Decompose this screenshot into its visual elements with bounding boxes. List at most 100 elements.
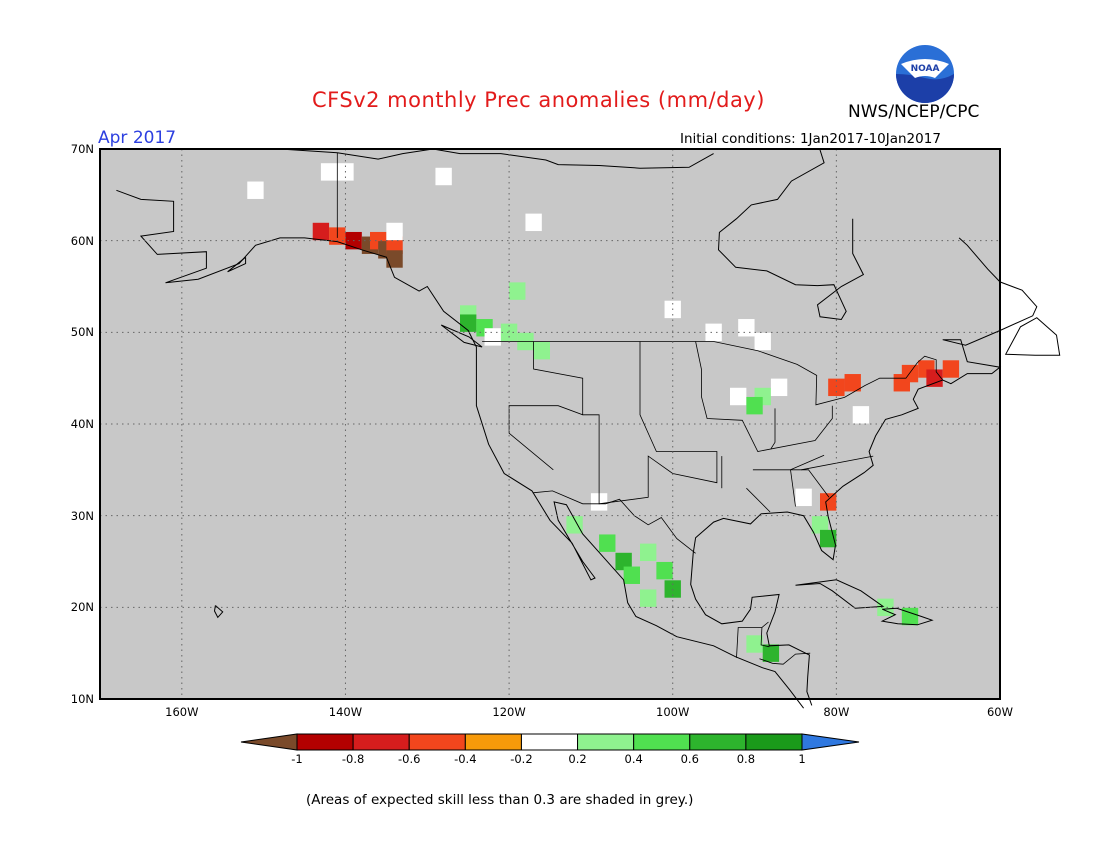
anomaly-cell — [746, 635, 763, 653]
colorbar-segment — [464, 733, 522, 751]
political-border — [482, 341, 944, 406]
anomaly-cell — [820, 493, 837, 511]
coastline — [690, 237, 1038, 706]
longitude-label: 60W — [986, 705, 1013, 719]
anomaly-cell — [730, 387, 747, 406]
political-border — [790, 454, 825, 507]
anomaly-cell — [762, 644, 780, 662]
anomaly-cell — [640, 589, 657, 607]
colorbar-label: -0.8 — [341, 752, 365, 766]
anomaly-cell — [312, 222, 330, 241]
colorbar-label: 0.4 — [624, 752, 643, 766]
skill-note: (Areas of expected skill less than 0.3 a… — [306, 792, 694, 808]
colorbar-label: -0.6 — [397, 752, 421, 766]
colorbar-segment — [520, 733, 579, 751]
political-border — [760, 627, 770, 648]
colorbar-low-arrow — [240, 733, 298, 751]
colorbar-label: 0.6 — [680, 752, 699, 766]
political-border — [801, 469, 830, 498]
forecast-month: Apr 2017 — [98, 128, 177, 148]
agency-label: NWS/NCEP/CPC — [848, 102, 980, 122]
anomaly-cells — [247, 163, 960, 662]
political-border — [532, 490, 696, 554]
anomaly-cell — [525, 213, 542, 232]
noaa-logo-text: NOAA — [911, 64, 940, 74]
anomaly-cell — [770, 378, 788, 397]
longitude-label: 80W — [823, 705, 850, 719]
anomaly-cell — [754, 332, 771, 351]
anomaly-cell — [844, 374, 861, 392]
colorbar-segment — [577, 733, 635, 751]
map-title: CFSv2 monthly Prec anomalies (mm/day) — [312, 88, 765, 112]
political-border — [508, 341, 584, 471]
anomaly-cell — [656, 561, 673, 580]
coastline — [440, 324, 483, 348]
colorbar-label: -1 — [291, 752, 303, 766]
map-frame — [99, 148, 1001, 700]
longitude-label: 140W — [328, 705, 363, 719]
political-border — [770, 408, 776, 450]
latitude-label: 40N — [70, 417, 94, 431]
anomaly-cell — [811, 516, 829, 534]
anomaly-cell — [828, 378, 845, 397]
coastline — [227, 256, 247, 273]
anomaly-cell — [386, 222, 403, 241]
anomaly-cell — [746, 396, 763, 415]
anomaly-cell — [705, 323, 722, 342]
anomaly-cell — [484, 328, 501, 346]
coastline — [213, 605, 224, 619]
coastline — [880, 607, 934, 626]
colorbar-segment — [296, 733, 354, 751]
anomaly-cell — [566, 516, 583, 534]
anomaly-cell — [533, 341, 550, 360]
coastline — [795, 579, 885, 609]
colorbar-segment — [689, 733, 747, 751]
anomaly-cell — [942, 360, 960, 378]
colorbar-label: 0.2 — [568, 752, 587, 766]
coastline — [1004, 317, 1061, 356]
anomaly-cell — [852, 406, 870, 424]
anomaly-cell — [877, 598, 894, 617]
longitude-label: 100W — [656, 705, 690, 719]
colorbar-label: -0.4 — [454, 752, 477, 766]
colorbar-high-arrow — [801, 733, 860, 751]
colorbar-label: 1 — [798, 752, 806, 766]
longitude-label: 120W — [492, 705, 526, 719]
anomaly-cell — [435, 167, 452, 186]
anomaly-cell — [460, 314, 477, 332]
latitude-label: 50N — [70, 325, 94, 340]
political-border — [746, 487, 771, 513]
longitude-label: 160W — [165, 705, 199, 719]
anomaly-cell — [320, 163, 338, 181]
latitude-label: 60N — [70, 233, 94, 248]
latitude-label: 70N — [70, 142, 94, 156]
colorbar-label: 0.8 — [736, 752, 756, 766]
latitude-label: 20N — [70, 600, 94, 615]
anomaly-cell — [901, 364, 919, 383]
coastline — [116, 189, 804, 709]
anomaly-cell — [247, 181, 264, 199]
anomaly-cell — [509, 282, 526, 300]
anomaly-cell — [386, 250, 403, 268]
coastline — [279, 148, 714, 169]
anomaly-cell — [901, 607, 919, 626]
anomaly-cell — [386, 236, 403, 254]
colorbar-segment — [633, 733, 691, 751]
anomaly-cell — [795, 488, 812, 507]
coastline — [717, 149, 865, 321]
grid-lines — [100, 149, 1000, 699]
political-border — [759, 652, 811, 665]
colorbar-segment — [352, 733, 410, 751]
anomaly-cell — [623, 566, 640, 584]
anomaly-cell — [926, 369, 943, 387]
colorbar-label: -0.2 — [510, 752, 533, 766]
political-border — [695, 341, 833, 452]
political-border — [736, 621, 769, 658]
anomaly-cell — [640, 543, 657, 562]
anomaly-cell — [615, 552, 632, 571]
colorbar-segment — [408, 733, 466, 751]
anomaly-cell — [599, 534, 616, 552]
coastlines — [116, 148, 1061, 709]
anomaly-cell — [738, 319, 755, 337]
